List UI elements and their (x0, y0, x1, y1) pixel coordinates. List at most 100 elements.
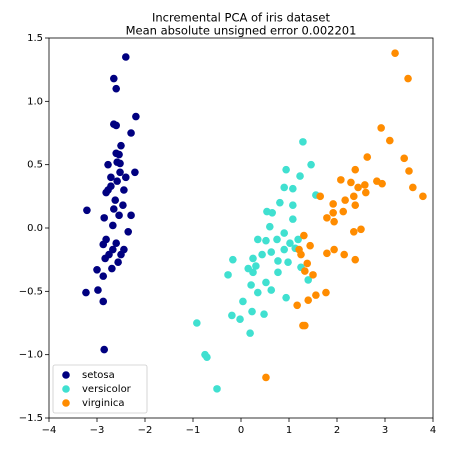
point (104, 160, 112, 169)
point (330, 245, 338, 254)
point (94, 286, 102, 294)
point (289, 201, 297, 209)
point (248, 307, 256, 316)
point (280, 183, 289, 192)
point (213, 385, 221, 393)
point (347, 178, 355, 187)
y-tick-label: 0.0 (27, 223, 43, 234)
x-tick-label: 4 (430, 425, 436, 436)
point (377, 124, 385, 132)
point (203, 353, 211, 362)
point (391, 49, 399, 57)
point (252, 262, 260, 270)
chart-subtitle: Mean absolute unsigned error 0.002201 (126, 24, 357, 38)
chart-title: Incremental PCA of iris dataset (152, 11, 330, 25)
point (258, 250, 266, 259)
point (116, 168, 124, 177)
point (419, 192, 427, 201)
x-tick-label: 1 (286, 425, 292, 436)
point (378, 179, 386, 188)
point (282, 293, 290, 302)
point (229, 255, 237, 264)
point (280, 245, 289, 254)
point (115, 211, 123, 220)
point (329, 209, 337, 217)
point (224, 271, 232, 279)
y-tick-label: −0.5 (19, 286, 43, 297)
point (260, 310, 268, 318)
point (112, 121, 120, 130)
point (357, 225, 365, 234)
point (246, 329, 254, 337)
point (239, 297, 247, 306)
point (112, 84, 120, 93)
x-tick-label: −1 (186, 425, 201, 436)
point (351, 201, 360, 209)
point (100, 214, 108, 222)
point (122, 173, 130, 182)
point (113, 177, 121, 185)
point (253, 235, 262, 244)
point (267, 286, 276, 294)
point (303, 259, 312, 268)
point (107, 173, 115, 182)
point (93, 266, 101, 274)
point (306, 241, 314, 250)
point (100, 345, 108, 354)
point (282, 165, 290, 174)
y-tick-label: 0.5 (27, 160, 43, 171)
point (131, 168, 139, 177)
y-tick-label: 1.0 (27, 96, 43, 107)
point (304, 296, 313, 305)
point (405, 167, 413, 175)
point (117, 141, 125, 150)
point (289, 184, 297, 193)
point (362, 188, 370, 197)
point (122, 53, 130, 61)
point (127, 211, 135, 220)
point (316, 192, 325, 201)
point (341, 196, 349, 204)
y-tick-label: −1.5 (19, 413, 43, 424)
x-tick-label: −2 (138, 425, 153, 436)
point (83, 206, 91, 215)
point (267, 248, 276, 256)
point (262, 278, 270, 287)
point (127, 129, 135, 137)
legend-label: versicolor (82, 384, 132, 395)
point (102, 188, 110, 197)
point (289, 215, 297, 223)
x-tick-label: 3 (382, 425, 388, 436)
y-tick-label: −1.0 (19, 350, 43, 361)
point (262, 236, 270, 245)
point (82, 288, 90, 297)
x-tick-label: −4 (42, 425, 57, 436)
point (301, 267, 309, 275)
point (262, 373, 270, 382)
axes-frame (48, 37, 434, 419)
point (109, 221, 117, 230)
legend-marker (62, 399, 70, 407)
legend-marker (62, 371, 70, 379)
point (309, 271, 317, 279)
point (323, 214, 331, 222)
point (276, 198, 284, 207)
point (351, 165, 360, 174)
point (124, 228, 132, 236)
point (110, 74, 118, 83)
point (132, 112, 140, 121)
point (99, 240, 108, 249)
point (119, 201, 127, 209)
point (266, 222, 274, 231)
point (354, 183, 362, 192)
point (110, 205, 118, 213)
point (120, 186, 128, 194)
point (284, 258, 292, 267)
legend-box (52, 364, 148, 414)
point (404, 74, 412, 83)
point (116, 159, 124, 168)
point (286, 239, 294, 247)
point (280, 229, 289, 237)
